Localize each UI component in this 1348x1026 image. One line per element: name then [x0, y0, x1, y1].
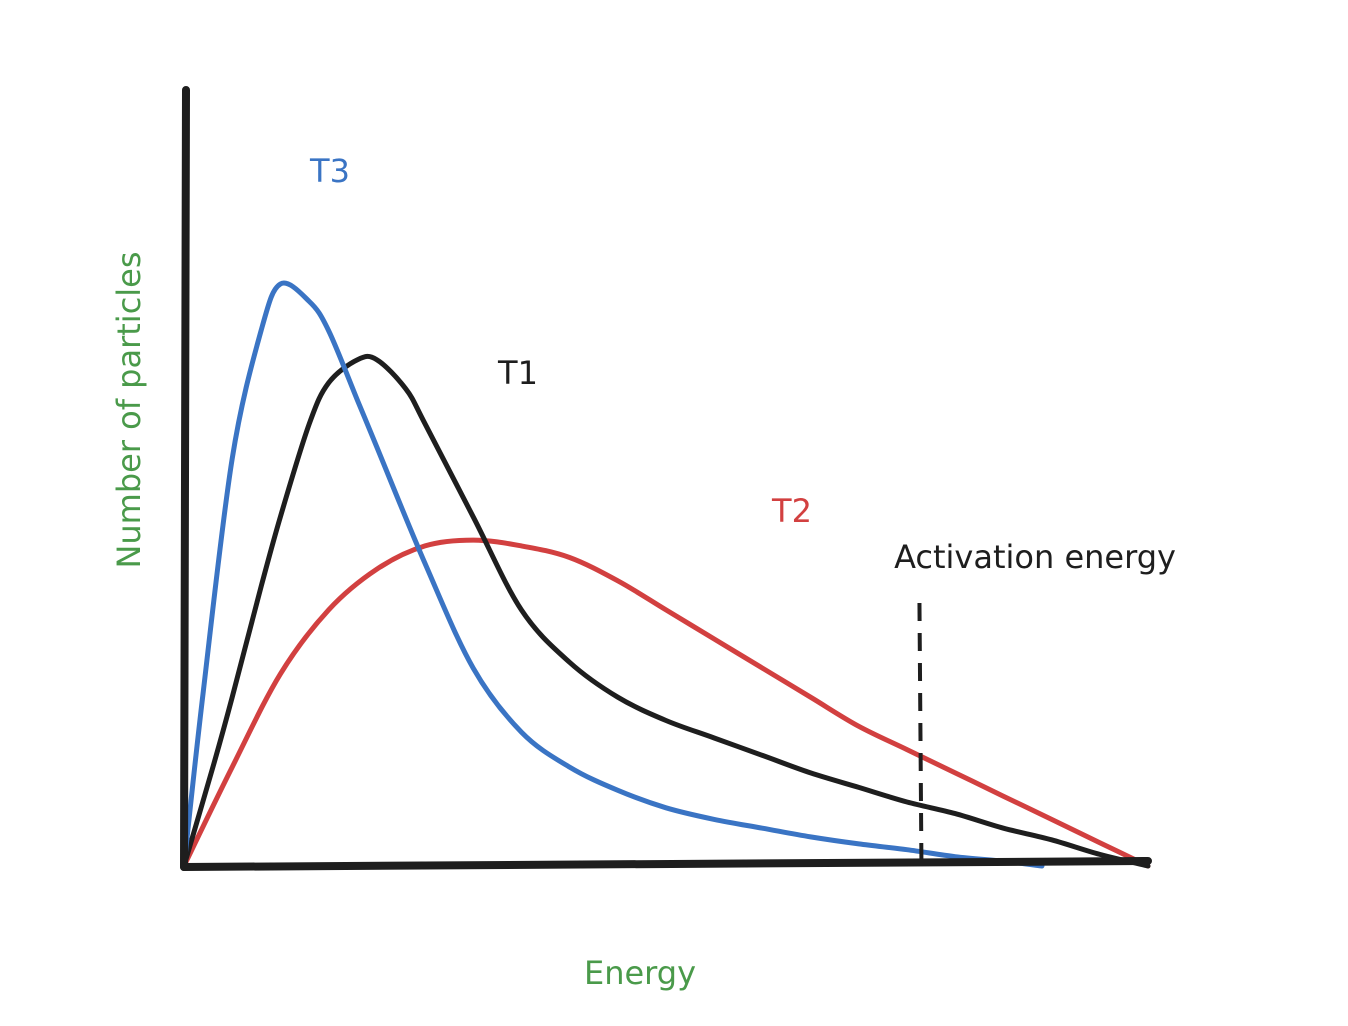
series-line-t3	[181, 280, 1045, 869]
y-axis	[180, 86, 190, 871]
x-axis-label: Energy	[584, 954, 696, 992]
series-label-t3: T3	[309, 152, 350, 190]
activation-energy-label: Activation energy	[894, 538, 1176, 576]
series-label-t2: T2	[771, 492, 812, 530]
series-label-t1: T1	[497, 354, 538, 392]
series-line-t1	[181, 353, 1151, 869]
x-axis	[180, 857, 1152, 871]
series-labels: T2 T1 T3	[309, 152, 812, 530]
activation-energy-line	[917, 602, 924, 867]
annotations: Activation energy	[894, 538, 1176, 867]
series-line-t2	[181, 537, 1151, 869]
series-lines	[181, 280, 1151, 869]
y-axis-label: Number of particles	[110, 251, 148, 568]
